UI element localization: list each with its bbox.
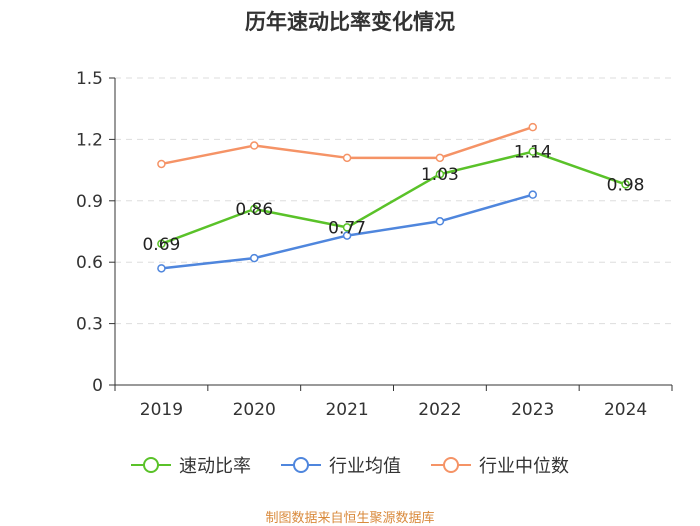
- source-note: 制图数据来自恒生聚源数据库: [265, 511, 435, 526]
- data-point: [342, 153, 352, 163]
- legend-line-circle-icon: [131, 457, 171, 473]
- data-point: [435, 169, 445, 179]
- data-label: 1.14: [514, 143, 552, 163]
- data-point: [157, 239, 166, 249]
- data-point: [157, 159, 166, 169]
- legend-label: 速动比率: [179, 456, 251, 477]
- legend-label: 行业中位数: [479, 456, 569, 477]
- y-tick-label: 1.2: [76, 130, 103, 150]
- data-label: 0.86: [235, 200, 273, 220]
- legend: 速动比率 行业均值 行业中位数: [0, 452, 700, 478]
- data-point: [435, 217, 445, 226]
- data-point: [342, 231, 352, 240]
- x-tick-label: 2020: [233, 400, 276, 420]
- data-point: [342, 223, 352, 232]
- data-label: 1.03: [421, 165, 459, 185]
- series-lines: [160, 125, 626, 270]
- legend-line-circle-icon: [431, 457, 471, 473]
- data-point: [528, 147, 537, 156]
- data-label: 0.98: [607, 175, 645, 195]
- y-tick-label: 0: [92, 376, 103, 396]
- data-labels: 0.69 0.86 0.77 1.03 1.14 0.98: [142, 143, 644, 255]
- data-point: [528, 122, 537, 132]
- x-tick-label: 2022: [418, 400, 461, 420]
- legend-item-industry-mean[interactable]: 行业均值: [281, 452, 401, 478]
- data-label: 0.77: [328, 218, 366, 238]
- x-tick-label: 2023: [511, 400, 554, 420]
- legend-label: 行业均值: [329, 456, 401, 477]
- data-point: [528, 190, 537, 199]
- data-label: 0.69: [142, 235, 180, 255]
- data-point: [621, 180, 630, 189]
- legend-item-industry-median[interactable]: 行业中位数: [431, 452, 569, 478]
- data-point: [250, 253, 259, 263]
- x-tick-label: 2019: [140, 400, 183, 420]
- x-tick-label: 2024: [604, 400, 647, 420]
- data-point: [250, 141, 259, 150]
- legend-line-circle-icon: [281, 457, 321, 473]
- y-tick-label: 1.5: [76, 69, 103, 89]
- data-point: [435, 153, 445, 163]
- y-tick-label: 0.6: [76, 253, 103, 273]
- axes: 0 0.3 0.6 0.9 1.2 1.5 2019 2020 2021 2022 2023 2024: [76, 69, 673, 420]
- chart-title: 历年速动比率变化情况: [245, 10, 455, 34]
- series-line: [160, 150, 626, 245]
- x-tick-label: 2021: [325, 400, 368, 420]
- y-tick-label: 0.3: [76, 315, 103, 335]
- data-point: [250, 204, 259, 214]
- data-point: [157, 264, 166, 273]
- series-points: [157, 122, 630, 273]
- y-tick-label: 0.9: [76, 192, 103, 212]
- legend-item-quick-ratio[interactable]: 速动比率: [131, 452, 251, 478]
